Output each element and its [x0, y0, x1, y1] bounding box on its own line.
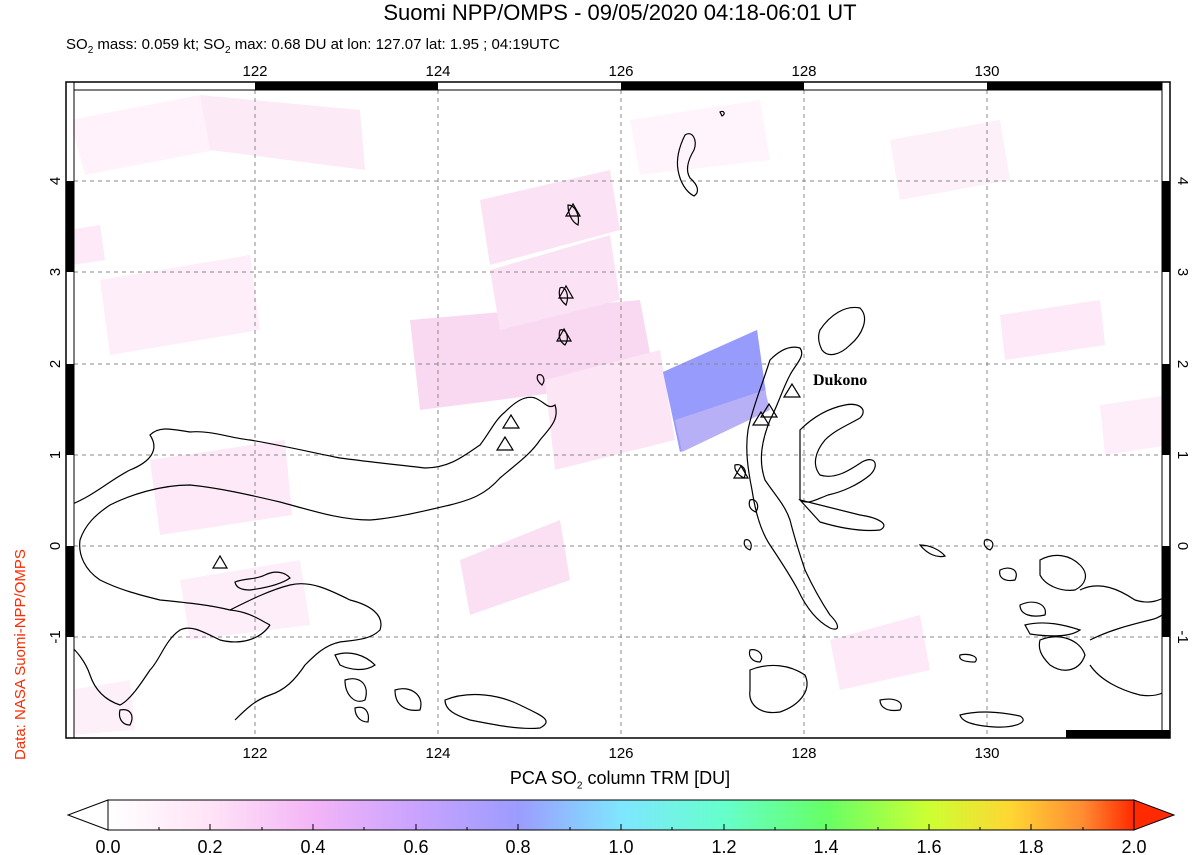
lat-label: 2 — [47, 360, 64, 368]
lon-label: 128 — [791, 63, 816, 80]
colorbar-tick-label: 0.2 — [197, 837, 222, 855]
lat-label: -1 — [1174, 630, 1191, 643]
lon-label: 122 — [242, 745, 267, 762]
colorbar-title-suffix: column TRM [DU] — [582, 768, 731, 788]
volcano-icon — [759, 402, 779, 418]
coastlines — [69, 110, 1170, 730]
volcano-icon — [732, 464, 750, 479]
lat-label: 3 — [1174, 268, 1191, 276]
lat-labels-left: 4 3 2 1 0 -1 — [47, 177, 64, 644]
lon-label: 124 — [425, 745, 450, 762]
volcano-icon — [501, 413, 521, 429]
lat-label: 1 — [47, 451, 64, 459]
lon-label: 126 — [608, 63, 633, 80]
volcano-icon — [557, 284, 575, 299]
lat-label: 1 — [1174, 451, 1191, 459]
lat-labels-right: 4 3 2 1 0 -1 — [1174, 177, 1191, 644]
so2-mass-text: mass: 0.059 kt; SO — [93, 36, 225, 53]
volcano-icon — [495, 435, 515, 451]
map-subtitle: SO2 mass: 0.059 kt; SO2 max: 0.68 DU at … — [66, 36, 560, 56]
map-title: Suomi NPP/OMPS - 09/05/2020 04:18-06:01 … — [383, 0, 857, 25]
volcano-icon — [751, 410, 771, 426]
lat-label: 4 — [47, 177, 64, 185]
lon-label: 122 — [242, 63, 267, 80]
so2-mass-prefix: SO — [66, 36, 88, 53]
colorbar-tick-label: 1.8 — [1018, 837, 1043, 855]
colorbar: 0.0 0.2 0.4 0.6 0.8 1.0 1.2 1.4 1.6 1.8 … — [66, 799, 1176, 855]
colorbar-ticks — [158, 824, 1084, 830]
volcano-label-dukono: Dukono — [813, 372, 867, 389]
colorbar-tick-label: 1.6 — [916, 837, 941, 855]
graticule — [66, 82, 1170, 738]
lon-label: 124 — [425, 63, 450, 80]
subscript-2: 2 — [576, 780, 583, 792]
colorbar-tick-label: 1.0 — [608, 837, 633, 855]
lat-label: 0 — [1174, 542, 1191, 550]
colorbar-title: PCA SO2 column TRM [DU] — [0, 768, 1200, 792]
volcano-icon — [211, 554, 229, 569]
volcano-icon — [555, 327, 573, 342]
lon-label: 130 — [974, 745, 999, 762]
lat-label: 4 — [1174, 177, 1191, 185]
colorbar-tick-label: 0.6 — [403, 837, 428, 855]
so2-max-text: max: 0.68 DU at lon: 127.07 lat: 1.95 ; … — [230, 36, 560, 53]
map-frame — [65, 81, 1171, 739]
lat-label: -1 — [47, 630, 64, 643]
colorbar-tick-label: 0.8 — [505, 837, 530, 855]
lon-labels-bottom: 122 124 126 128 130 — [242, 745, 999, 762]
colorbar-tick-label: 0.4 — [300, 837, 325, 855]
lon-label: 130 — [974, 63, 999, 80]
lon-labels-top: 122 124 126 128 130 — [242, 63, 999, 80]
subscript-2: 2 — [224, 45, 231, 56]
so2-swaths — [70, 95, 1170, 735]
colorbar-min-arrow — [66, 799, 109, 831]
colorbar-tick-label: 0.0 — [95, 837, 120, 855]
colorbar-max-arrow — [1133, 799, 1176, 831]
volcano-icon — [564, 202, 582, 217]
colorbar-tick-label: 2.0 — [1121, 837, 1146, 855]
lon-label: 128 — [791, 745, 816, 762]
lat-label: 0 — [47, 542, 64, 550]
lat-label: 3 — [47, 268, 64, 276]
colorbar-title-prefix: PCA SO — [509, 768, 577, 788]
volcano-icon — [782, 382, 802, 398]
lat-label: 2 — [1174, 360, 1191, 368]
volcano-markers — [211, 202, 802, 569]
subscript-2: 2 — [87, 45, 94, 56]
colorbar-tick-label: 1.2 — [711, 837, 736, 855]
colorbar-tick-label: 1.4 — [813, 837, 838, 855]
lon-label: 126 — [608, 745, 633, 762]
